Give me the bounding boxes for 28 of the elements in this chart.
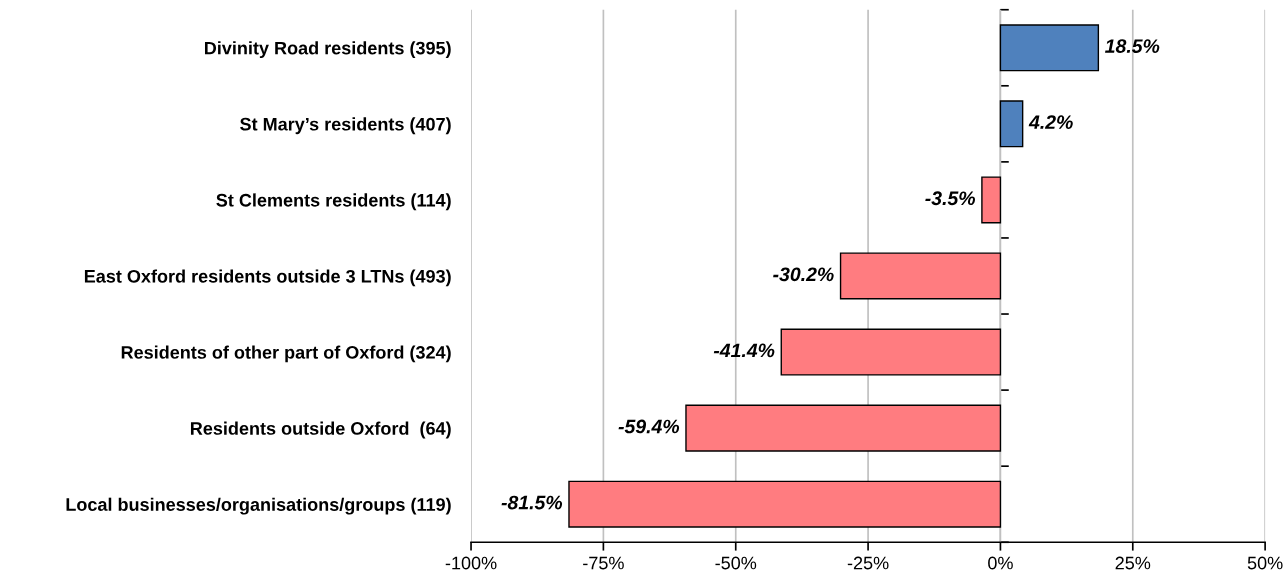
bar (780, 328, 1002, 376)
x-tick-label: 25% (1115, 556, 1151, 570)
x-tick-label: -100% (445, 556, 497, 570)
data-label: -41.4% (713, 343, 775, 358)
y-tick-label: Divinity Road residents (395) (204, 41, 451, 59)
x-tick-label: 0% (988, 556, 1013, 570)
data-label: -81.5% (501, 495, 563, 510)
y-tick-label: St Clements residents (114) (216, 193, 451, 211)
y-tick-label: St Mary’s residents (407) (240, 117, 451, 135)
x-tick-label: -25% (847, 556, 889, 570)
x-tick-label: -50% (715, 556, 757, 570)
y-tick-label: Residents outside Oxford (64) (190, 421, 451, 439)
x-tick-label: -75% (583, 556, 624, 570)
y-tick-label: East Oxford residents outside 3 LTNs (493) (84, 269, 451, 287)
bar (981, 176, 1002, 224)
data-label: -3.5% (925, 191, 976, 206)
bar (999, 100, 1024, 148)
bar (839, 252, 1002, 300)
bar (999, 24, 1100, 72)
bar (568, 480, 1002, 528)
y-tick-label: Local businesses/organisations/groups (119) (66, 497, 451, 515)
y-tick-label: Residents of other part of Oxford (324) (121, 345, 451, 363)
x-tick-label: 50% (1247, 556, 1283, 570)
bar (685, 404, 1002, 452)
data-label: -30.2% (773, 267, 834, 282)
data-label: 4.2% (1028, 115, 1073, 130)
data-label: -59.4% (618, 419, 680, 434)
data-label: 18.5% (1105, 39, 1160, 53)
